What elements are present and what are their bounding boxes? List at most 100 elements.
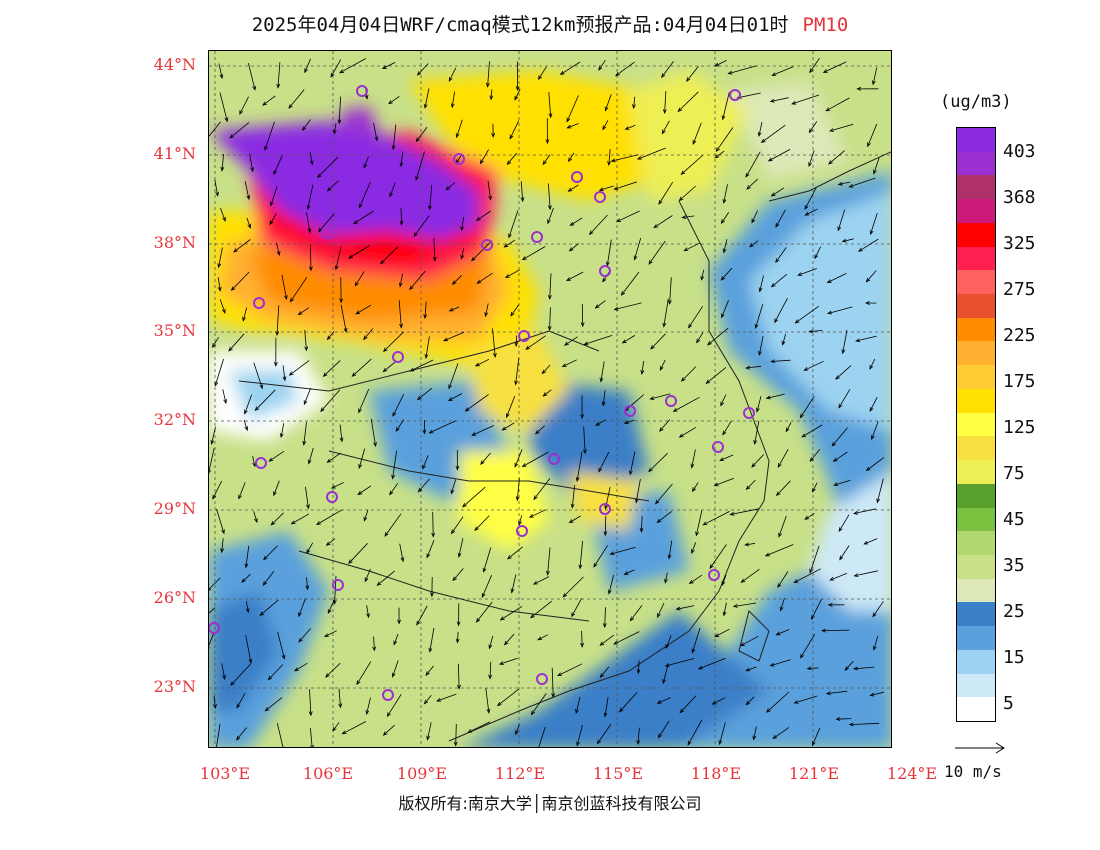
wind-arrow [595,300,606,309]
wind-arrow [771,359,791,362]
wind-arrow [575,696,581,714]
wind-arrow [746,178,759,190]
wind-arrow-head [729,511,735,516]
wind-arrow [663,298,669,327]
wind-arrow [427,722,432,740]
wind-arrow-head [310,744,314,747]
colorbar-segment [957,602,995,627]
wind-arrow [400,151,404,167]
wind-arrow-head [214,381,219,387]
wind-arrow-head [306,504,310,510]
map-panel[interactable] [208,50,892,748]
wind-arrow [384,513,402,537]
wind-arrow [869,397,878,412]
wind-arrow [621,271,640,296]
wind-arrow-head [656,700,662,704]
wind-arrow-head [691,548,695,554]
wind-arrow-head [430,592,434,598]
wind-arrow-head [358,408,362,414]
wind-arrow-head [413,232,418,238]
wind-arrow-head [515,86,520,92]
wind-arrow [220,207,226,222]
wind-arrow-head [869,364,874,370]
wind-arrow [614,181,638,190]
wind-arrow [829,123,854,132]
lat-label: 32°N [153,410,196,429]
wind-arrow [756,396,762,412]
wind-arrow-head [566,117,571,123]
wind-arrow [533,576,550,585]
wind-arrow-head [551,693,556,699]
wind-arrow [719,722,726,745]
wind-arrow [395,419,405,432]
wind-arrow-head [474,526,479,532]
wind-arrow [241,573,251,583]
wind-arrow-head [482,567,487,573]
wind-arrow [461,247,465,259]
wind-arrow-head [720,276,726,281]
wind-arrow [461,216,465,231]
wind-arrow [451,91,455,108]
wind-arrow [392,660,399,677]
wind-arrow [522,451,549,467]
wind-arrow [812,727,821,746]
wind-arrow-head [456,621,461,627]
wind-arrow-head [306,205,311,211]
wind-arrow [452,568,464,581]
wind-arrow-head [395,427,400,432]
wind-arrow [605,94,612,111]
wind-arrow-head [445,185,451,191]
wind-arrow-head [680,377,686,382]
colorbar-segment [957,341,995,366]
wind-arrow [772,727,790,739]
wind-arrow-head [510,311,515,317]
map-title: 2025年04月04日WRF/cmaq模式12km预报产品:04月04日01时 P… [0,10,1100,37]
wind-arrow [294,662,308,672]
wind-arrow [661,120,670,134]
wind-arrow-head [262,555,268,561]
wind-arrow [721,300,729,318]
wind-arrow [655,483,673,504]
wind-arrow-head [706,341,712,346]
wind-arrow-head [452,576,457,582]
wind-arrow-head [567,157,573,163]
wind-arrow [281,274,287,300]
wind-arrow [529,509,546,518]
wind-arrow-head [374,136,379,142]
wind-arrow [801,424,823,438]
colorbar-segment [957,554,995,580]
wind-arrow-head [721,313,725,319]
wind-arrow [547,547,551,575]
wind-arrow-head [688,579,694,584]
wind-arrow [209,448,215,473]
wind-arrow-head [389,490,394,496]
wind-arrow [761,124,786,143]
wind-arrow-head [426,735,431,741]
wind-arrow [480,149,489,164]
wind-arrow [330,59,342,77]
wind-arrow [516,478,520,501]
wind-arrow [871,421,879,440]
wind-arrow-head [602,277,607,283]
city-marker [356,85,368,97]
wind-arrow-head [448,384,452,390]
wind-arrow-head [518,520,522,527]
wind-arrow [298,628,312,643]
wind-arrow [679,426,697,438]
lon-label: 121°E [788,764,840,783]
wind-arrow [864,538,878,545]
wind-arrow [673,396,700,412]
wind-arrow-head [831,441,836,447]
lon-label: 106°E [302,764,354,783]
wind-arrow [771,187,785,197]
wind-arrow-head [623,420,629,424]
wind-arrow-head [744,542,750,547]
wind-arrow-head [307,459,312,465]
wind-arrow [262,95,276,106]
wind-arrow-head [636,669,641,675]
wind-arrow-head [447,397,453,401]
wind-arrow [707,327,729,346]
wind-arrow [668,540,673,559]
wind-arrow [567,123,579,129]
wind-arrow [339,58,366,74]
